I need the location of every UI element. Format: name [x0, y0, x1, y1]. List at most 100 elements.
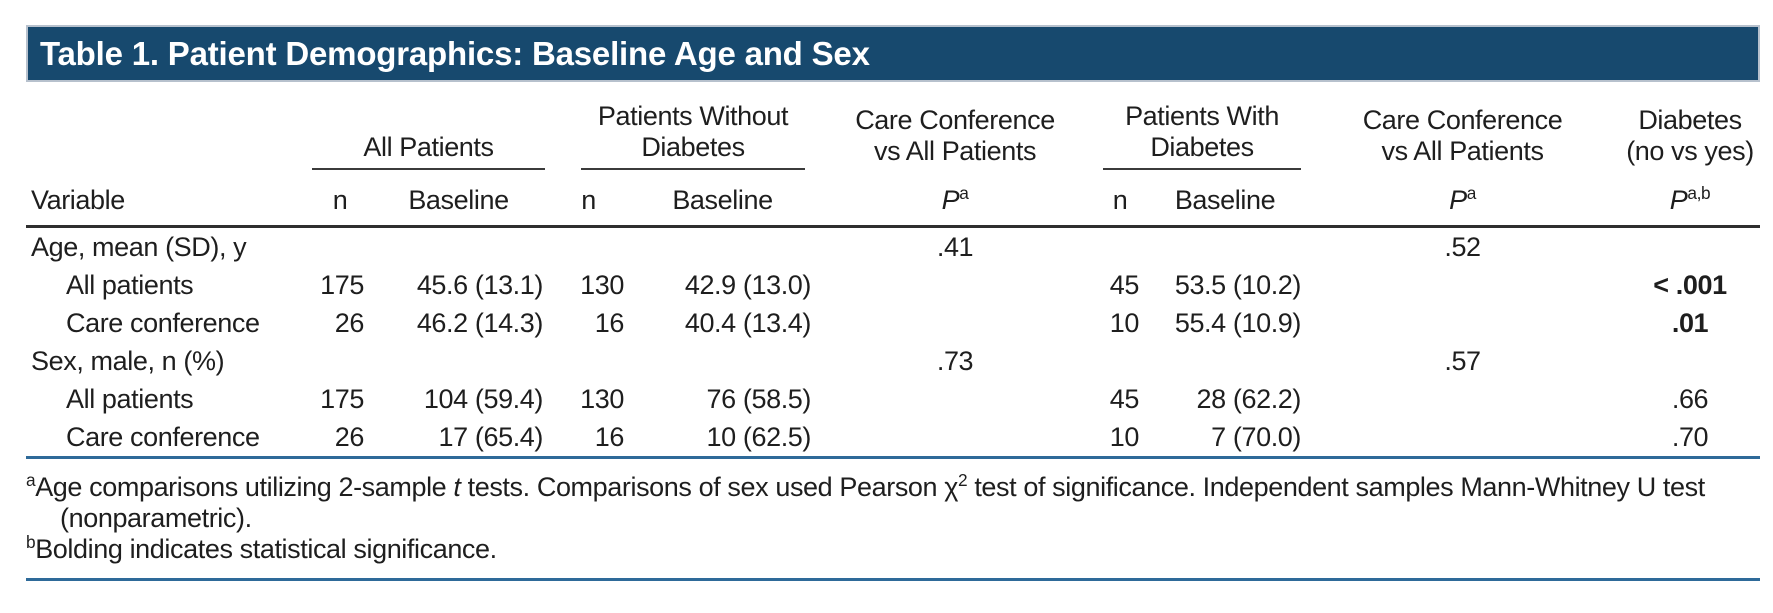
page: Table 1. Patient Demographics: Baseline …: [0, 25, 1773, 613]
col-header-variable: Variable: [26, 170, 310, 228]
footnote-a-text: Age comparisons utilizing 2-sample: [35, 472, 454, 502]
cell-n-all: 175: [320, 269, 364, 300]
cell-baseline-all: 104 (59.4): [423, 383, 543, 414]
cell-p1: .41: [936, 231, 974, 262]
cell-n-without: [547, 227, 630, 267]
group-line: Care Conference: [1362, 105, 1563, 135]
table-row-age-care-conference: Care conference 26 46.2 (14.3) 16 40.4 (…: [26, 304, 1760, 342]
demographics-table: All Patients Patients Without Diabetes Ca…: [26, 82, 1761, 459]
sub-header-row: Variable n Baseline n Baseline Pa n Base…: [26, 170, 1761, 228]
table-body: Age, mean (SD), y .41 .52 All patients 1…: [26, 227, 1761, 459]
group-line: Diabetes: [641, 132, 745, 162]
cell-variable: Care conference: [26, 418, 310, 459]
cell-variable: Sex, male, n (%): [31, 345, 225, 376]
table-row-age-group: Age, mean (SD), y .41 .52: [26, 227, 1760, 267]
cell-variable: Care conference: [66, 307, 260, 338]
cell-n-all: 26: [310, 418, 370, 459]
footnote-a-marker: a: [26, 470, 36, 490]
cell-n-without: 130: [580, 269, 624, 300]
table-container: Table 1. Patient Demographics: Baseline …: [26, 25, 1761, 581]
p3-superscript: a,b: [1687, 183, 1711, 203]
cell-n-without: [547, 342, 630, 380]
cell-p2: .52: [1444, 231, 1481, 262]
group-line: (no vs yes): [1626, 136, 1754, 166]
cell-baseline-without: [630, 342, 815, 380]
cell-variable: Age, mean (SD), y: [31, 231, 247, 262]
group-line: Diabetes: [1150, 132, 1254, 162]
col-group-patients-with-diabetes: Patients With Diabetes: [1095, 82, 1305, 170]
table-row-sex-care-conference: Care conference 26 17 (65.4) 16 10 (62.5…: [26, 418, 1761, 459]
cell-n-with: 45: [1109, 269, 1140, 300]
cell-baseline-with: [1145, 227, 1305, 267]
footnote-a-text: tests. Comparisons of sex used Pearson χ: [460, 472, 959, 502]
group-header-spacer: [26, 82, 310, 170]
col-header-baseline-all: Baseline: [370, 170, 547, 228]
cell-baseline-with: [1145, 342, 1305, 380]
table-title: Table 1. Patient Demographics: Baseline …: [40, 34, 870, 72]
cell-baseline-all: 45.6 (13.1): [416, 269, 544, 300]
cell-p3: [1620, 227, 1760, 267]
cell-n-all: 26: [334, 307, 365, 338]
cell-baseline-without: [630, 227, 815, 267]
col-header-baseline-with: Baseline: [1145, 170, 1306, 228]
footnote-b-marker: b: [26, 532, 36, 552]
cell-p2: [1305, 266, 1620, 304]
p1-superscript: a: [959, 183, 969, 203]
cell-p3-significant: < .001: [1653, 269, 1727, 300]
cell-n-all: [310, 342, 370, 380]
cell-p3: .70: [1620, 418, 1761, 459]
table-row-sex-group: Sex, male, n (%) .73 .57: [26, 342, 1760, 380]
cell-n-without: 16: [594, 307, 625, 338]
cell-baseline-without: 40.4 (13.4): [684, 307, 812, 338]
cell-variable: All patients: [66, 383, 194, 414]
cell-p2: [1305, 380, 1620, 418]
p-symbol: P: [1449, 185, 1467, 215]
cell-p3: [1620, 342, 1760, 380]
group-line: vs All Patients: [1381, 136, 1544, 166]
table-title-bar: Table 1. Patient Demographics: Baseline …: [26, 25, 1760, 82]
cell-n-all: [310, 227, 370, 267]
footnote-b-text: Bolding indicates statistical significan…: [35, 534, 497, 564]
group-line: Patients With: [1125, 101, 1279, 131]
chi-squared-exponent: 2: [958, 470, 968, 490]
cell-p1: .73: [936, 345, 974, 376]
col-group-care-conference-vs-all-1: Care Conference vs All Patients: [815, 82, 1095, 170]
cell-p3: .66: [1671, 383, 1709, 414]
p2-superscript: a: [1466, 183, 1477, 203]
cell-baseline-without: 76 (58.5): [706, 383, 812, 414]
table-footnotes: aAge comparisons utilizing 2-sample t te…: [26, 459, 1760, 581]
cell-variable: All patients: [66, 269, 194, 300]
cell-baseline-without: 42.9 (13.0): [684, 269, 812, 300]
group-line: Diabetes: [1638, 105, 1742, 135]
col-header-n-without: n: [547, 170, 630, 228]
cell-p2: [1305, 304, 1620, 342]
cell-baseline-all: [370, 227, 547, 267]
cell-n-with: 45: [1109, 383, 1140, 414]
cell-baseline-without: 10 (62.5): [630, 418, 816, 459]
col-header-n-all: n: [310, 170, 370, 228]
cell-n-with: [1095, 342, 1145, 380]
group-header-row: All Patients Patients Without Diabetes Ca…: [26, 82, 1760, 170]
cell-p2: [1305, 418, 1621, 459]
col-group-patients-without-diabetes: Patients Without Diabetes: [547, 82, 815, 170]
col-header-p2: Pa: [1305, 170, 1621, 228]
col-header-p3: Pa,b: [1620, 170, 1761, 228]
col-group-all-patients: All Patients: [310, 82, 547, 170]
col-header-baseline-without: Baseline: [630, 170, 816, 228]
footnote-a: aAge comparisons utilizing 2-sample t te…: [26, 470, 1758, 534]
cell-p1: [815, 380, 1095, 418]
cell-baseline-with: 7 (70.0): [1145, 418, 1306, 459]
col-group-diabetes-no-vs-yes: Diabetes (no vs yes): [1620, 82, 1760, 170]
col-header-n-with: n: [1095, 170, 1146, 228]
cell-n-with: 10: [1109, 307, 1140, 338]
table-row-sex-all-patients: All patients 175 104 (59.4) 130 76 (58.5…: [26, 380, 1760, 418]
cell-baseline-with: 55.4 (10.9): [1174, 307, 1302, 338]
cell-p2: .57: [1444, 345, 1481, 376]
cell-baseline-with: 53.5 (10.2): [1174, 269, 1302, 300]
footnote-a-text: test of significance. Independent sample…: [60, 472, 1705, 533]
cell-baseline-with: 28 (62.2): [1196, 383, 1302, 414]
p-symbol: P: [1669, 185, 1688, 215]
cell-n-without: 130: [580, 383, 624, 414]
col-group-care-conference-vs-all-2: Care Conference vs All Patients: [1305, 82, 1620, 170]
table-header: All Patients Patients Without Diabetes Ca…: [26, 82, 1761, 228]
